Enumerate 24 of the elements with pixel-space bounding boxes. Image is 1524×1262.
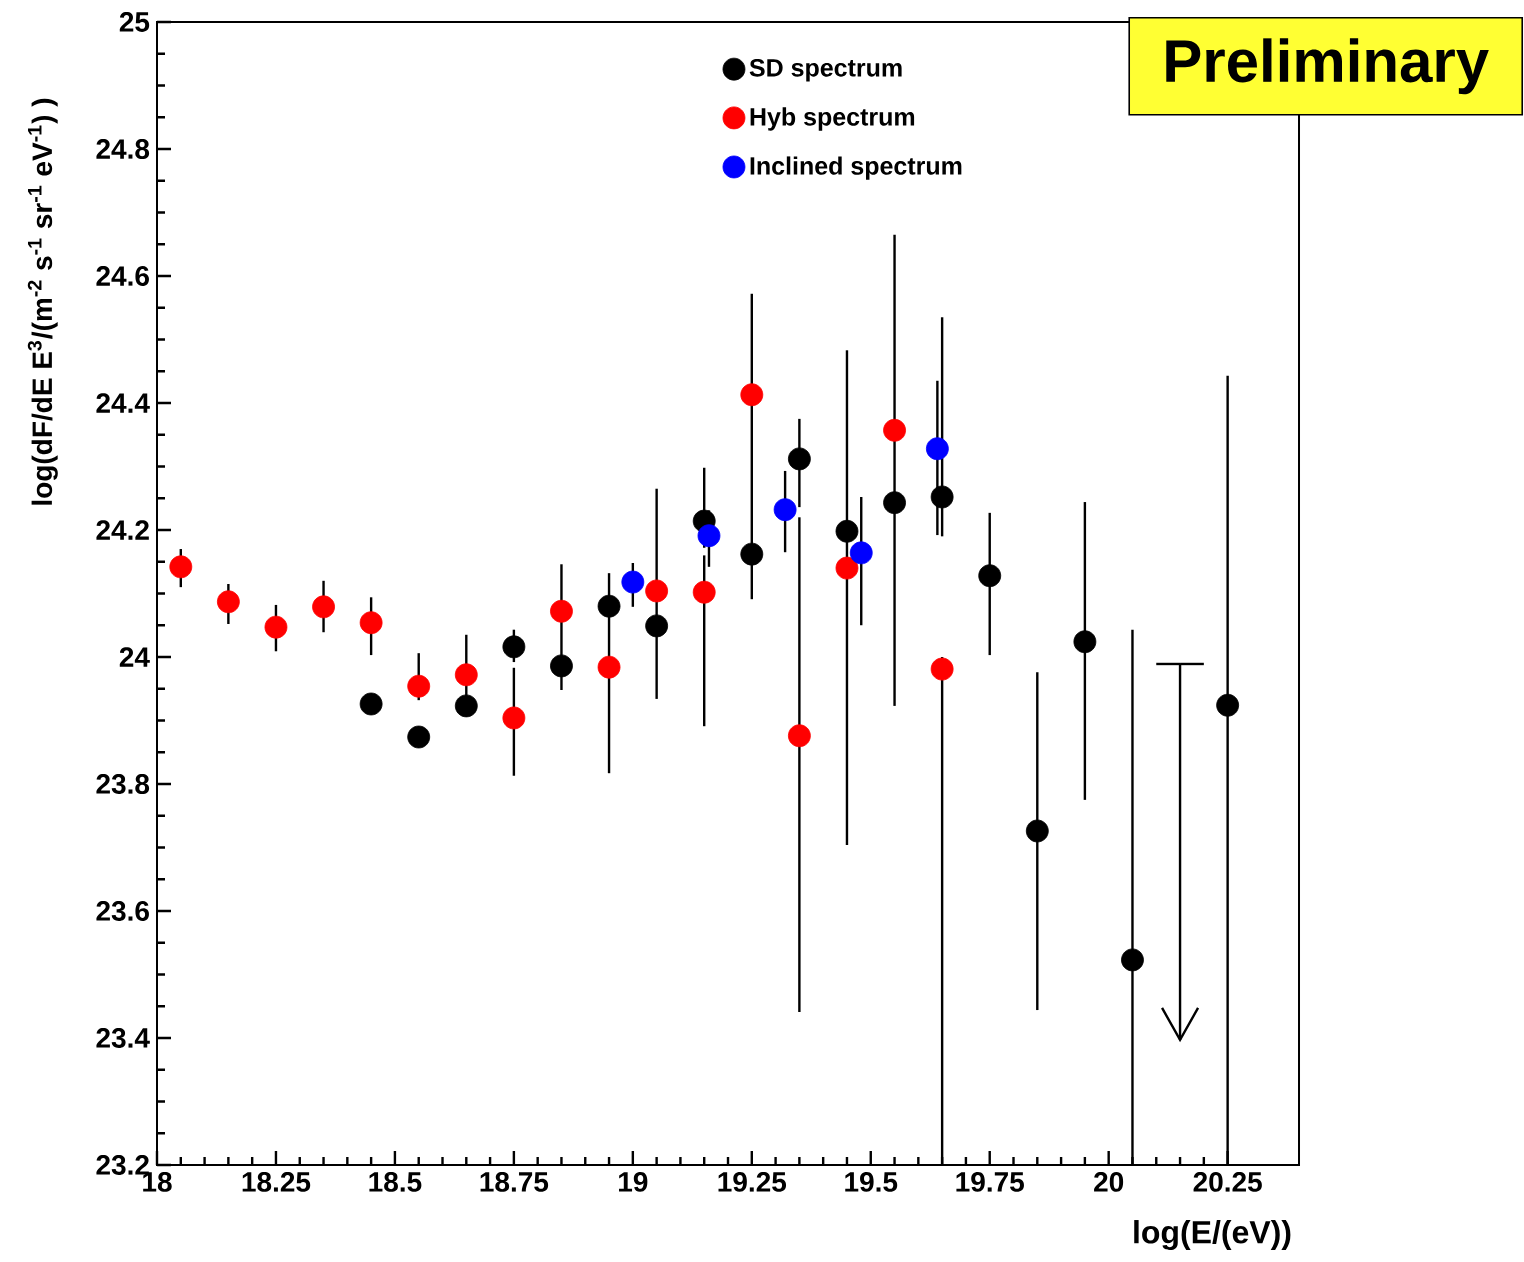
annotation: Preliminary — [1166, 38, 1489, 95]
x-tick-label: 19.25 — [718, 1172, 787, 1192]
x-tick-label: 19.5 — [845, 1172, 898, 1192]
x-tick-label: 20.25 — [1193, 1172, 1262, 1192]
y-tick-label: 24.8 — [96, 139, 150, 159]
x-tick-label: 18.25 — [242, 1172, 311, 1192]
x-tick-label: 19.75 — [956, 1172, 1024, 1192]
y-tick-label: 24.4 — [96, 393, 150, 413]
y-tick-label: 24.6 — [96, 266, 149, 286]
y-tick-label: 23.4 — [96, 1028, 150, 1048]
y-tick-label: 25 — [119, 12, 150, 32]
x-tick-label: 20 — [1094, 1172, 1124, 1192]
y-tick-label: 23.6 — [96, 901, 149, 921]
x-axis-title: log(E/(eV)) — [1134, 1220, 1291, 1251]
x-tick-label: 18.75 — [480, 1172, 549, 1192]
y-tick-label: 24 — [119, 647, 150, 667]
legend-label: SD spectrum — [749, 58, 902, 82]
x-tick-label: 19 — [619, 1172, 648, 1192]
y-tick-label: 24.2 — [96, 520, 149, 540]
y-tick-label: 23.8 — [96, 774, 150, 794]
legend-label: Inclined spectrum — [750, 156, 962, 180]
text: log(dF/dE E$^{3}$/(m$^{-2}$ s$^{-1}$ sr$^{-1}$ eV$^{-1}$) ) — [27, 98, 58, 505]
x-tick-label: 18.5 — [369, 1172, 422, 1192]
legend-label: Hyb spectrum — [750, 107, 915, 131]
